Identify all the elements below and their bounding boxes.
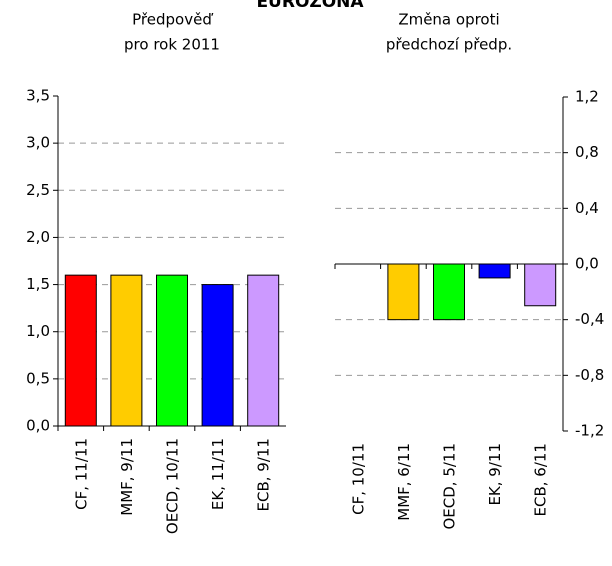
x-tick-label: ECB, 9/11 [255,438,273,511]
y-tick-label: -0,8 [575,366,604,384]
y-tick-label: 1,5 [26,275,50,293]
bar [64,274,97,427]
y-tick-label: 0,5 [26,369,50,387]
chart-subtitle: pro rok 2011 [124,36,220,54]
page-title: EUROZÓNA [256,0,364,12]
chart-subtitle: Předpověď [132,11,213,29]
y-tick-label: 1,0 [26,322,50,340]
y-tick-label: -0,4 [575,310,604,328]
bar [432,263,466,321]
y-tick-label: 0,4 [575,199,599,217]
x-tick-label: OECD, 5/11 [441,443,459,530]
x-tick-label: EK, 9/11 [486,443,504,506]
bar [247,274,280,427]
x-tick-label: MMF, 6/11 [395,443,413,521]
bar [155,274,189,427]
x-tick-label: ECB, 6/11 [532,443,550,516]
y-tick-label: 3,0 [26,134,50,152]
y-tick-label: -1,2 [575,422,604,440]
x-tick-label: CF, 10/11 [349,443,367,515]
bar [478,263,511,279]
x-tick-label: MMF, 9/11 [118,438,136,516]
y-tick-label: 3,5 [26,87,50,105]
bar [110,274,143,427]
y-tick-label: 0,0 [575,255,599,273]
x-tick-label: OECD, 10/11 [164,438,182,534]
y-tick-label: 0,0 [26,417,50,435]
bar [524,263,557,307]
bar [387,263,420,321]
y-tick-label: 2,5 [26,181,50,199]
bar [201,284,234,427]
y-tick-label: 1,2 [575,88,599,106]
y-tick-label: 0,8 [575,143,599,161]
x-tick-label: CF, 11/11 [72,438,90,510]
y-tick-label: 2,0 [26,228,50,246]
x-tick-label: EK, 11/11 [209,438,227,510]
chart-subtitle: Změna oproti [398,11,499,29]
chart-subtitle: předchozí předp. [386,36,512,54]
